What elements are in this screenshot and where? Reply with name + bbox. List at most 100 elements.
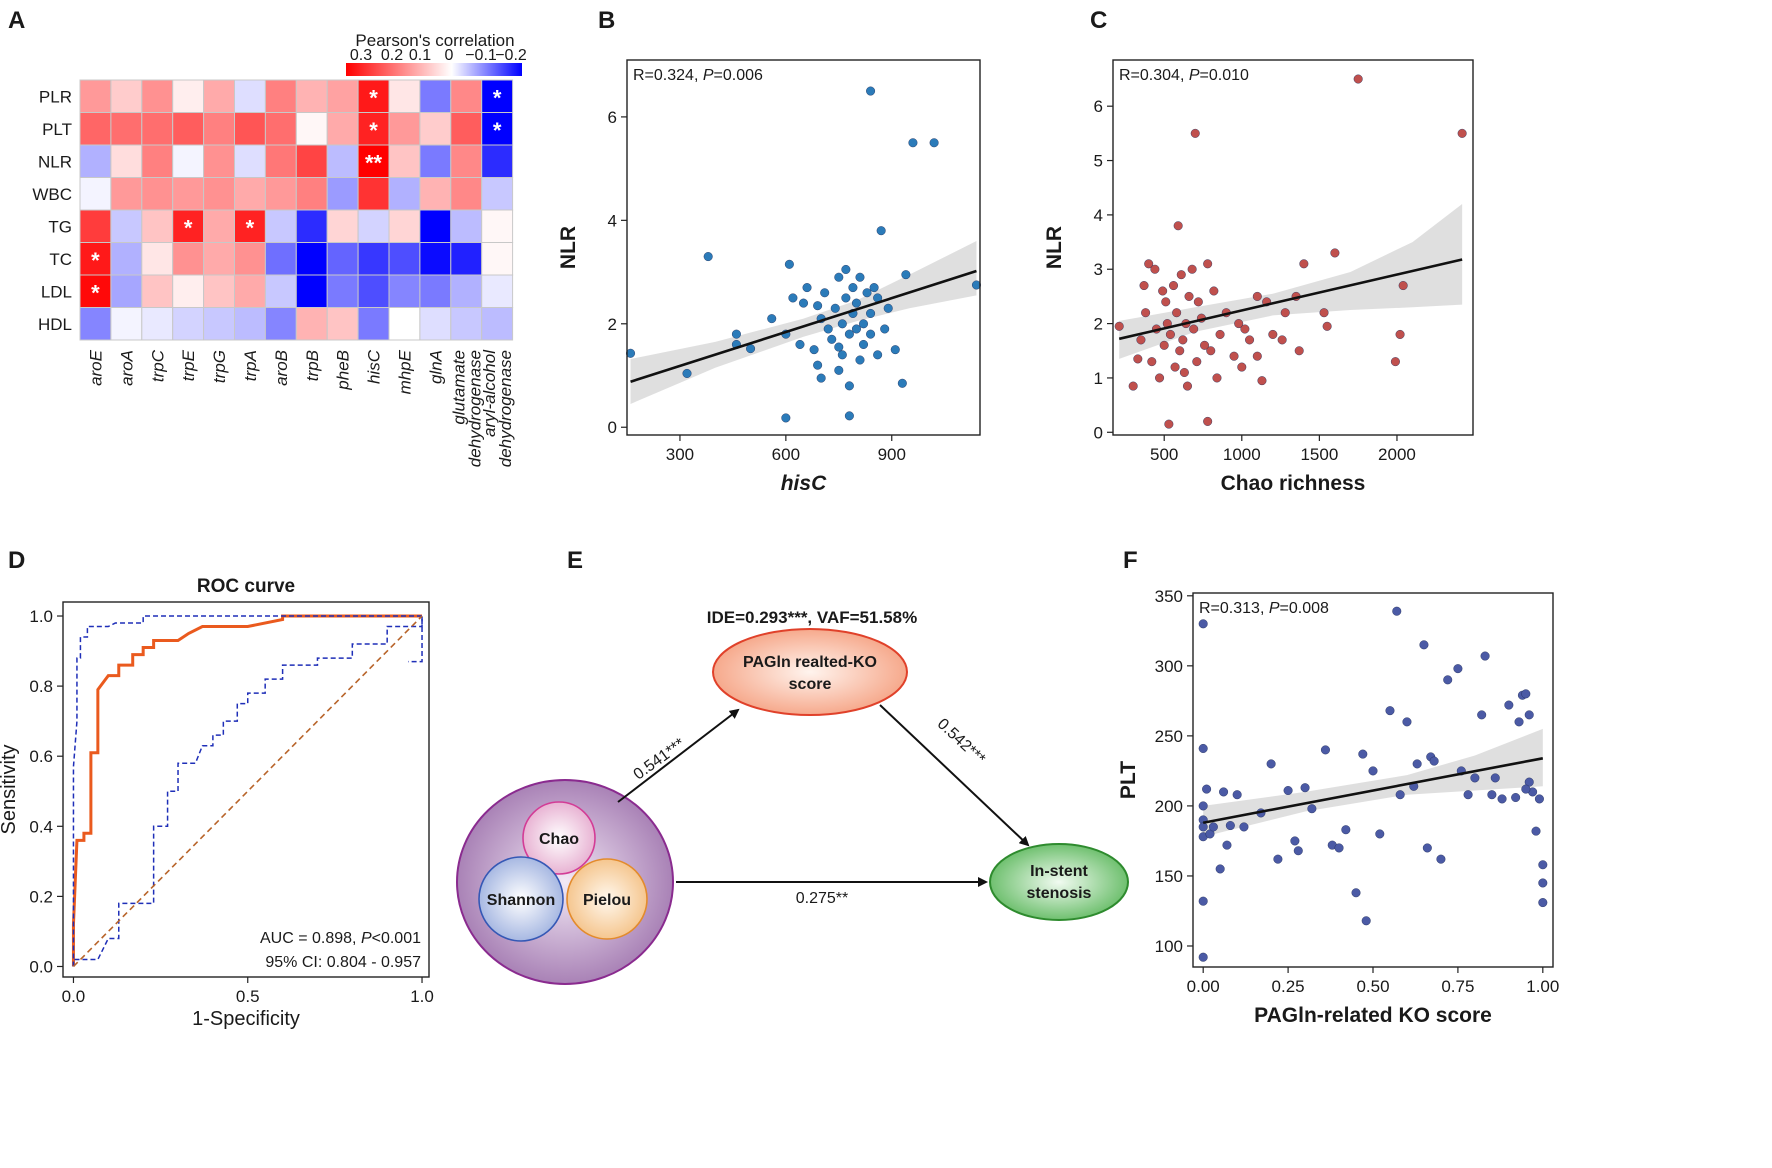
data-point bbox=[841, 264, 851, 274]
y-axis-label: NLR bbox=[557, 226, 580, 269]
heatmap-cell-wbc-1 bbox=[110, 177, 143, 211]
data-point bbox=[1412, 759, 1422, 769]
data-point bbox=[859, 339, 869, 349]
mediator-label-line2: score bbox=[789, 676, 832, 693]
data-point bbox=[1170, 362, 1180, 372]
data-point bbox=[1150, 264, 1160, 274]
data-point bbox=[682, 368, 692, 378]
outcome-label-line1: In-stent bbox=[1030, 863, 1088, 880]
data-point bbox=[837, 319, 847, 329]
heatmap-legend-gradient bbox=[346, 63, 522, 76]
significance-mark: * bbox=[369, 118, 378, 143]
data-point bbox=[1158, 286, 1168, 296]
annotation-r: R=0.324, bbox=[633, 67, 703, 84]
data-point bbox=[813, 301, 823, 311]
panel-label-a: A bbox=[8, 7, 25, 34]
data-point bbox=[1200, 340, 1210, 350]
heatmap-cell-plr-13 bbox=[481, 79, 514, 113]
heatmap-cell-ldl-10 bbox=[388, 274, 421, 308]
data-point bbox=[1219, 787, 1229, 797]
mediator-node bbox=[712, 628, 908, 716]
data-point bbox=[1390, 357, 1400, 367]
heatmap-cell-wbc-3 bbox=[172, 177, 205, 211]
heatmap-cell-hdl-4 bbox=[203, 307, 236, 341]
data-point bbox=[1538, 898, 1548, 908]
y-tick-label: 100 bbox=[1155, 937, 1183, 956]
heatmap-cell-plr-5 bbox=[234, 79, 266, 113]
data-point bbox=[1164, 419, 1174, 429]
data-point bbox=[1198, 619, 1208, 629]
heatmap-cell-ldl-0 bbox=[79, 274, 112, 308]
significance-mark: * bbox=[369, 85, 378, 110]
y-tick-label: 0.6 bbox=[29, 747, 53, 766]
x-tick-label: 900 bbox=[878, 445, 906, 464]
pielou-label: Pielou bbox=[583, 892, 631, 909]
data-point bbox=[809, 345, 819, 355]
heatmap-cell-plr-12 bbox=[450, 79, 483, 113]
data-point bbox=[1136, 335, 1146, 345]
data-point bbox=[1198, 896, 1208, 906]
shannon-circle bbox=[478, 856, 564, 942]
heatmap-cell-nlr-0 bbox=[79, 144, 112, 178]
heatmap-cell-tg-6 bbox=[264, 209, 297, 243]
heatmap-cell-tc-8 bbox=[326, 242, 359, 276]
x-tick-label: 600 bbox=[772, 445, 800, 464]
y-tick-label: 150 bbox=[1155, 867, 1183, 886]
data-point bbox=[795, 339, 805, 349]
data-point bbox=[844, 411, 854, 421]
y-tick-label: 1 bbox=[1094, 369, 1103, 388]
data-point bbox=[1368, 766, 1378, 776]
data-point bbox=[880, 324, 890, 334]
heatmap-cell-plt-10 bbox=[388, 112, 421, 146]
data-point bbox=[1176, 270, 1186, 280]
data-point bbox=[1206, 346, 1216, 356]
heatmap-cell-plt-1 bbox=[110, 112, 143, 146]
heatmap-cell-plt-11 bbox=[419, 112, 452, 146]
heatmap-cell-plr-0 bbox=[79, 79, 112, 113]
heatmap-cell-nlr-13 bbox=[481, 144, 514, 178]
data-point bbox=[1225, 821, 1235, 831]
data-point bbox=[816, 373, 826, 383]
data-point bbox=[1209, 286, 1219, 296]
data-point bbox=[908, 138, 918, 148]
significance-mark: * bbox=[493, 118, 502, 143]
data-point bbox=[1531, 826, 1541, 836]
heatmap-cell-nlr-9 bbox=[357, 144, 390, 178]
data-point bbox=[1429, 756, 1439, 766]
data-point bbox=[1232, 790, 1242, 800]
data-point bbox=[1385, 706, 1395, 716]
heatmap-cell-tg-0 bbox=[79, 209, 112, 243]
heatmap-cell-wbc-9 bbox=[357, 177, 390, 211]
data-point bbox=[784, 259, 794, 269]
plot-frame bbox=[1112, 59, 1474, 436]
heatmap-cell-plr-7 bbox=[295, 79, 328, 113]
x-tick-label: 1.00 bbox=[1526, 977, 1559, 996]
x-axis-label: PAGln-related KO score bbox=[1254, 1004, 1492, 1027]
data-point bbox=[841, 293, 851, 303]
row-label-tc: TC bbox=[49, 250, 72, 269]
heatmap-legend-ticks: 0.3 0.2 0.1 0 −0.1−0.2 bbox=[350, 47, 527, 64]
x-tick-label: 0.75 bbox=[1441, 977, 1474, 996]
data-point bbox=[1147, 357, 1157, 367]
heatmap-cell-ldl-1 bbox=[110, 274, 143, 308]
row-label-nlr: NLR bbox=[38, 152, 72, 171]
data-point bbox=[1257, 376, 1267, 386]
mediation-diagram: IDE=0.293***, VAF=51.58% PAGln realted-K… bbox=[456, 608, 1129, 985]
data-point bbox=[834, 365, 844, 375]
data-point bbox=[834, 342, 844, 352]
row-label-ldl: LDL bbox=[41, 282, 72, 301]
panel-label-c: C bbox=[1090, 7, 1107, 34]
x-tick-label: 1.0 bbox=[410, 987, 434, 1006]
regression-line bbox=[1118, 258, 1463, 341]
data-point bbox=[1319, 308, 1329, 318]
column-label: pheB bbox=[334, 350, 353, 391]
outcome-node bbox=[989, 843, 1129, 921]
data-point bbox=[1457, 128, 1467, 138]
data-point bbox=[862, 288, 872, 298]
heatmap-cell-hdl-9 bbox=[357, 307, 390, 341]
roc-title: ROC curve bbox=[197, 576, 295, 597]
heatmap-cell-hdl-2 bbox=[141, 307, 174, 341]
y-tick-label: 4 bbox=[608, 211, 617, 230]
data-point bbox=[1470, 773, 1480, 783]
